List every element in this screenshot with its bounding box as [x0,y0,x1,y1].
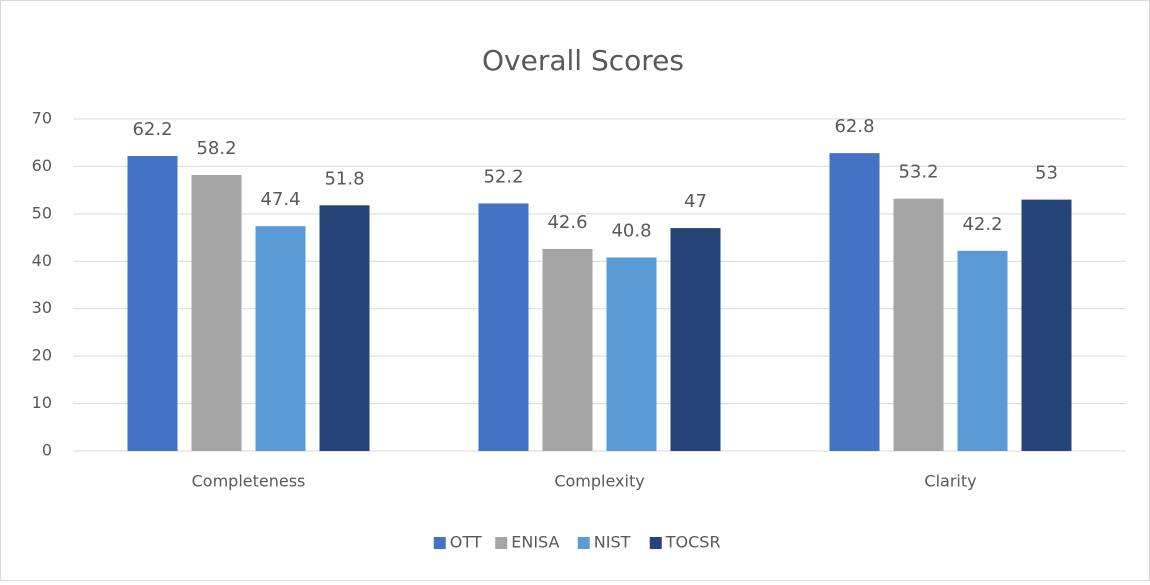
y-tick-label: 50 [32,203,52,222]
bar [1021,199,1072,451]
data-label: 53 [1035,163,1058,184]
y-tick-label: 20 [32,346,52,365]
legend-swatch [649,537,662,549]
data-label: 53.2 [898,162,938,183]
data-label: 40.8 [611,220,651,241]
bar [829,153,880,452]
bar [127,155,178,451]
legend-swatch [577,537,590,549]
data-label: 47.4 [260,189,300,210]
data-label: 47 [684,191,707,212]
data-label: 62.8 [834,116,874,137]
bar [893,198,944,451]
y-tick-label: 60 [32,156,52,175]
data-label: 52.2 [483,166,523,187]
bar [670,228,721,451]
data-label: 42.2 [962,214,1002,235]
y-tick-label: 40 [32,251,52,270]
legend-swatch [495,537,508,549]
legend-label: TOCSR [665,533,721,552]
x-tick-label: Clarity [924,472,976,491]
data-label: 42.6 [547,212,587,233]
y-tick-label: 30 [32,298,52,317]
bar [542,248,593,451]
bar [191,174,242,452]
bar [478,203,529,451]
data-label: 62.2 [132,119,172,140]
legend-swatch [433,537,446,549]
legend-label: OTT [450,533,482,552]
bar [255,226,306,451]
legend-label: ENISA [511,533,559,552]
chart-title: Overall Scores [482,44,684,77]
x-tick-label: Completeness [192,472,306,491]
bar [606,257,657,451]
legend-label: NIST [594,533,631,552]
x-tick-label: Complexity [554,472,644,491]
y-tick-label: 10 [32,393,52,412]
bar [319,205,370,451]
data-label: 58.2 [196,138,236,159]
data-label: 51.8 [324,168,364,189]
y-tick-label: 70 [32,109,52,128]
bar [957,250,1008,451]
y-tick-label: 0 [42,441,52,460]
